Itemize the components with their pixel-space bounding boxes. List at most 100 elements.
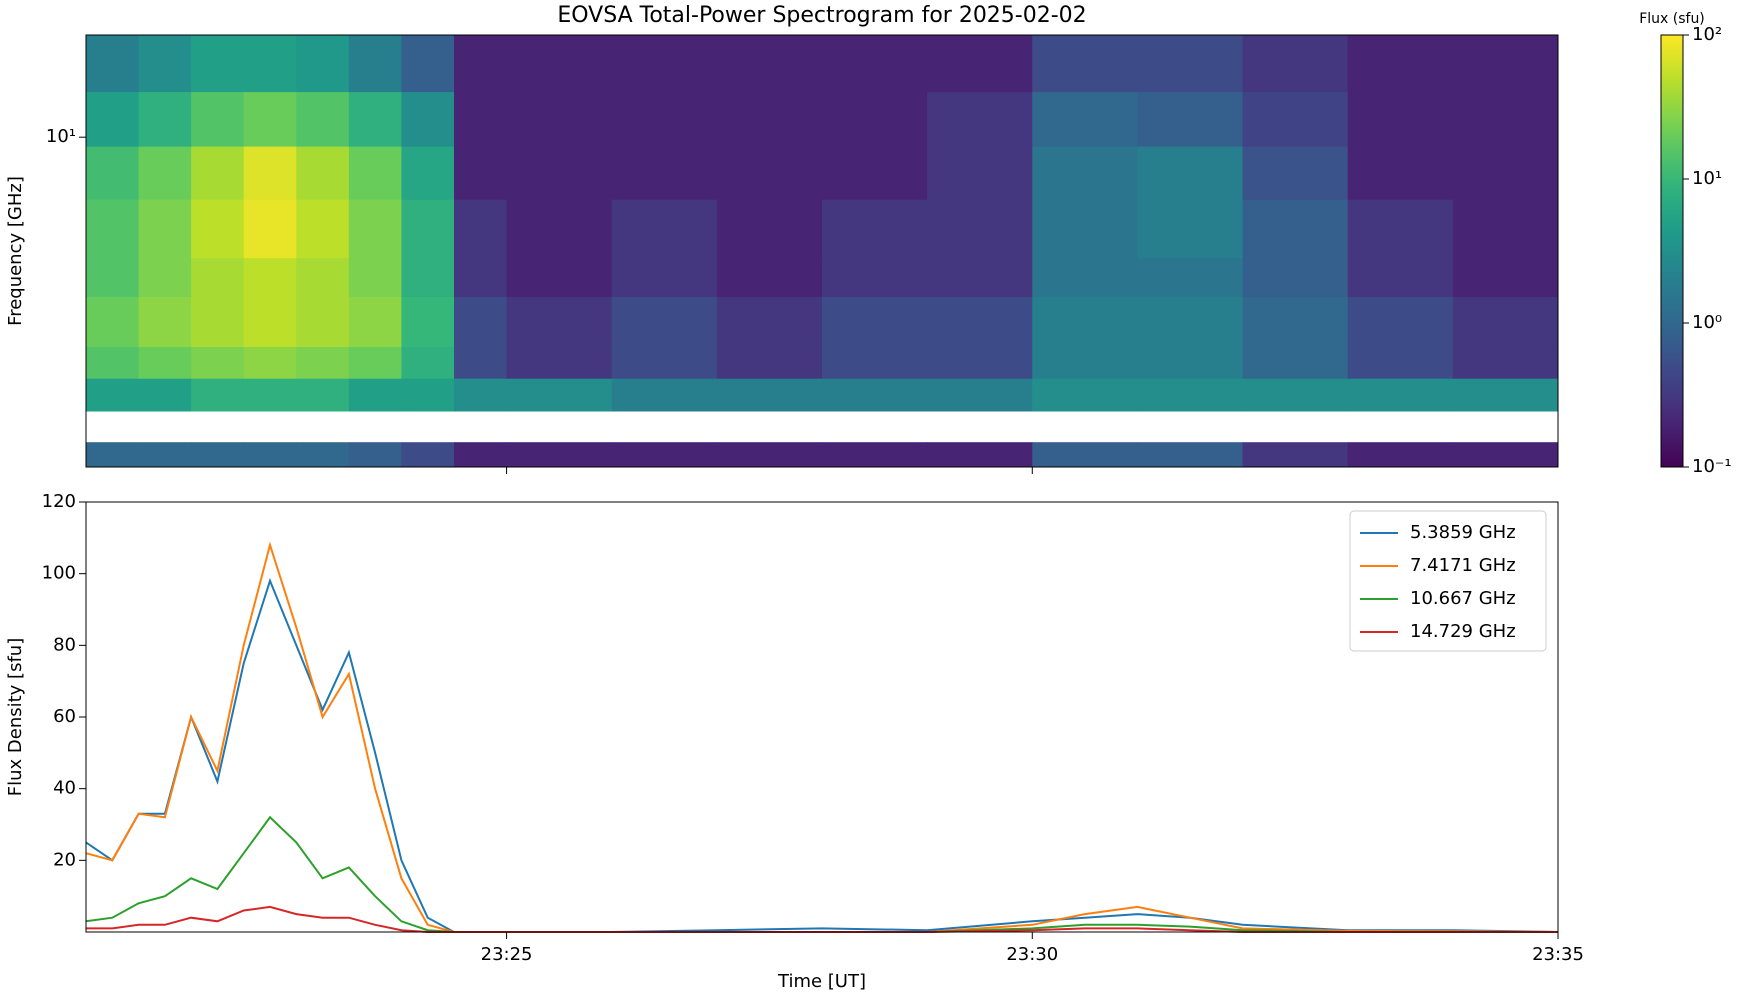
heatmap-cell — [243, 146, 297, 200]
heatmap-cell — [348, 199, 402, 259]
heatmap-cell — [1032, 257, 1138, 297]
heatmap-cell — [611, 146, 718, 200]
heatmap-cell — [1137, 378, 1244, 412]
heatmap-cell — [454, 378, 508, 412]
heatmap-cell — [401, 257, 455, 297]
heatmap-cell — [348, 346, 402, 379]
x-tick-label: 23:25 — [481, 944, 533, 965]
heatmap-cell — [716, 346, 823, 379]
heatmap-cell — [296, 346, 350, 379]
heatmap-cell — [86, 296, 140, 347]
heatmap-cell — [348, 91, 402, 147]
heatmap-cell — [401, 35, 455, 93]
heatmap-cell — [506, 91, 613, 147]
heatmap-cell — [927, 91, 1033, 147]
heatmap-cell — [138, 296, 192, 347]
heatmap-cell — [86, 199, 140, 259]
colorbar-tick-label: 10¹ — [1692, 168, 1722, 189]
y-axis-label: Flux Density [sfu] — [5, 638, 26, 796]
heatmap-cell — [1452, 346, 1559, 379]
heatmap-cell — [243, 378, 297, 412]
heatmap-cell — [296, 378, 350, 412]
y-tick-label: 40 — [53, 778, 76, 799]
heatmap-cell — [1452, 378, 1559, 412]
heatmap-cell — [822, 378, 928, 412]
heatmap-cell — [822, 199, 928, 259]
heatmap-cell — [927, 378, 1033, 412]
heatmap-cell — [454, 91, 508, 147]
heatmap-cell — [138, 91, 192, 147]
heatmap-cell — [348, 35, 402, 93]
heatmap-cell — [716, 257, 823, 297]
heatmap-cell — [296, 146, 350, 200]
heatmap-cell — [1452, 199, 1559, 259]
y-tick-label: 120 — [42, 491, 76, 512]
heatmap-cell — [191, 35, 245, 93]
plot-frame — [85, 34, 1559, 468]
heatmap-cell — [86, 91, 140, 147]
heatmap-cell — [611, 91, 718, 147]
heatmap-cell — [1032, 91, 1138, 147]
heatmap-cell — [1137, 442, 1244, 468]
heatmap-cell — [348, 378, 402, 412]
heatmap-cell — [401, 296, 455, 347]
colorbar-tick-label: 10⁰ — [1692, 312, 1722, 333]
legend-label: 7.4171 GHz — [1410, 555, 1516, 576]
heatmap-cell — [191, 146, 245, 200]
heatmap-cell — [454, 146, 508, 200]
heatmap-cell — [1347, 378, 1454, 412]
heatmap-cell — [927, 35, 1033, 93]
heatmap-cell — [1032, 346, 1138, 379]
heatmap-cell — [138, 199, 192, 259]
heatmap-cell — [1452, 257, 1559, 297]
heatmap-cell — [1242, 35, 1349, 93]
heatmap-cell — [611, 378, 718, 412]
heatmap-cell — [401, 91, 455, 147]
colorbar-tick-label: 10⁻¹ — [1692, 456, 1732, 477]
heatmap-cell — [1452, 296, 1559, 347]
heatmap-cell — [1032, 378, 1138, 412]
heatmap-cell — [1347, 442, 1454, 468]
colorbar — [1660, 34, 1684, 468]
heatmap-cell — [611, 35, 718, 93]
heatmap-cell — [401, 442, 455, 468]
colorbar-tick-label: 10² — [1692, 24, 1722, 45]
heatmap-cell — [454, 257, 508, 297]
heatmap-cell — [401, 199, 455, 259]
heatmap-cell — [138, 35, 192, 93]
heatmap-cell — [243, 91, 297, 147]
heatmap-cell — [506, 378, 613, 412]
heatmap-cell — [296, 296, 350, 347]
heatmap-cell — [86, 346, 140, 379]
heatmap-cell — [927, 199, 1033, 259]
heatmap-cell — [611, 346, 718, 379]
heatmap-cell — [1032, 199, 1138, 259]
heatmap-cell — [506, 257, 613, 297]
heatmap-cell — [348, 257, 402, 297]
heatmap-cell — [1137, 199, 1244, 259]
heatmap-cell — [86, 35, 140, 93]
heatmap-cell — [243, 442, 297, 468]
heatmap-cell — [1347, 35, 1454, 93]
heatmap-cell — [191, 91, 245, 147]
heatmap-cell — [1242, 296, 1349, 347]
heatmap-cell — [1347, 91, 1454, 147]
heatmap-cell — [927, 442, 1033, 468]
colorbar-label: Flux (sfu) — [1639, 11, 1705, 27]
heatmap-cell — [506, 199, 613, 259]
heatmap-cell — [822, 257, 928, 297]
heatmap-cell — [1137, 257, 1244, 297]
y-tick-label: 100 — [42, 563, 76, 584]
legend-box — [1349, 510, 1547, 652]
y-tick-label: 20 — [53, 849, 76, 870]
heatmap-cell — [401, 378, 455, 412]
heatmap-cell — [1137, 346, 1244, 379]
heatmap-cell — [348, 146, 402, 200]
heatmap-cell — [454, 296, 508, 347]
heatmap-cell — [401, 346, 455, 379]
heatmap-cell — [927, 296, 1033, 347]
heatmap-cell — [716, 296, 823, 347]
chart-title: EOVSA Total-Power Spectrogram for 2025-0… — [557, 3, 1086, 28]
heatmap-cell — [1032, 146, 1138, 200]
